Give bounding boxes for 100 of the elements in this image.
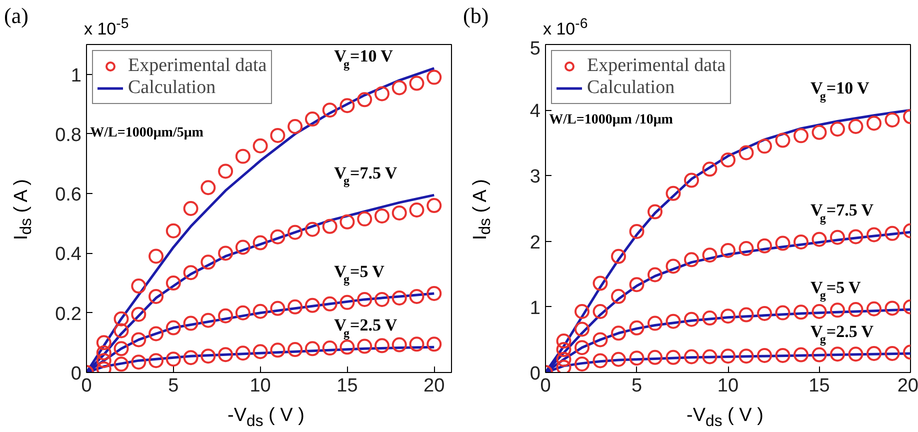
point xyxy=(392,80,407,96)
point xyxy=(866,116,882,131)
point xyxy=(866,301,882,316)
point xyxy=(235,346,250,361)
point xyxy=(235,240,250,255)
point xyxy=(757,306,772,321)
point xyxy=(830,302,845,318)
point xyxy=(200,180,216,196)
annotation: W/L=1000μm /10μm xyxy=(549,112,674,128)
point xyxy=(794,304,808,320)
point xyxy=(812,124,827,140)
text: x 10$^{-5}$ xyxy=(84,15,129,41)
point xyxy=(684,252,699,268)
point xyxy=(848,302,864,318)
point xyxy=(794,347,808,362)
point xyxy=(166,223,181,238)
point xyxy=(114,341,129,356)
point xyxy=(374,292,390,307)
point xyxy=(684,349,699,364)
point xyxy=(574,322,590,337)
point xyxy=(775,132,790,148)
point xyxy=(218,308,234,324)
point xyxy=(592,304,608,319)
point xyxy=(611,326,626,341)
point xyxy=(720,348,736,364)
point xyxy=(556,360,572,372)
point xyxy=(392,205,407,220)
point xyxy=(648,267,662,282)
point xyxy=(592,276,608,291)
point xyxy=(830,346,845,362)
point xyxy=(270,229,286,244)
text: x 10$^{-6}$ xyxy=(543,15,588,41)
x-tick-label: 20 xyxy=(424,376,445,396)
point xyxy=(340,214,355,230)
point xyxy=(288,342,303,358)
y-tick-label: 2 xyxy=(530,232,541,254)
point xyxy=(235,305,250,320)
point xyxy=(392,337,407,352)
point xyxy=(574,356,590,372)
point xyxy=(166,276,181,291)
y-tick-label: 3 xyxy=(530,166,541,188)
point xyxy=(812,347,827,362)
point xyxy=(114,356,129,372)
legend-label: Experimental data xyxy=(128,55,267,77)
point xyxy=(304,222,320,237)
point xyxy=(288,299,303,314)
point xyxy=(148,353,164,368)
point xyxy=(720,152,736,168)
point xyxy=(884,346,900,361)
point xyxy=(96,353,112,368)
point xyxy=(218,246,234,261)
point xyxy=(131,332,146,348)
y-tick-label: 0.8 xyxy=(55,124,82,146)
point xyxy=(848,346,864,362)
x-tick-label: 15 xyxy=(336,376,358,396)
point xyxy=(666,350,681,365)
point xyxy=(96,345,112,360)
point xyxy=(252,138,268,154)
x-tick-label: 15 xyxy=(808,376,830,396)
point xyxy=(666,258,681,274)
point xyxy=(374,208,390,224)
point xyxy=(848,119,864,134)
point xyxy=(304,298,320,313)
chart-title: (a) xyxy=(4,2,28,30)
point xyxy=(556,342,572,358)
point xyxy=(629,224,644,239)
point xyxy=(322,296,338,312)
point xyxy=(340,340,355,355)
point xyxy=(757,348,772,363)
point xyxy=(611,248,626,264)
point xyxy=(357,92,372,108)
x-tick-label: 20 xyxy=(897,376,918,396)
point xyxy=(720,242,736,258)
point xyxy=(218,347,234,362)
legend-label: Experimental data xyxy=(587,55,726,77)
point xyxy=(611,288,626,304)
point xyxy=(357,211,372,226)
point xyxy=(684,312,699,327)
point xyxy=(409,336,424,352)
point xyxy=(218,164,234,179)
point xyxy=(131,354,146,370)
point xyxy=(357,338,372,354)
point xyxy=(720,308,736,324)
y-tick-label: 0.6 xyxy=(55,184,82,206)
point xyxy=(340,98,355,114)
point xyxy=(288,224,303,240)
point xyxy=(148,248,164,264)
y-tick-label: 1 xyxy=(70,65,82,86)
point xyxy=(574,304,590,319)
point xyxy=(648,350,662,365)
point xyxy=(866,227,882,242)
point xyxy=(775,305,790,320)
point xyxy=(183,265,198,280)
point xyxy=(183,201,198,216)
y-tick-label: 1 xyxy=(530,298,541,319)
point xyxy=(702,349,718,364)
point xyxy=(738,307,754,322)
point xyxy=(148,288,164,304)
point xyxy=(131,278,146,294)
point xyxy=(322,218,338,234)
